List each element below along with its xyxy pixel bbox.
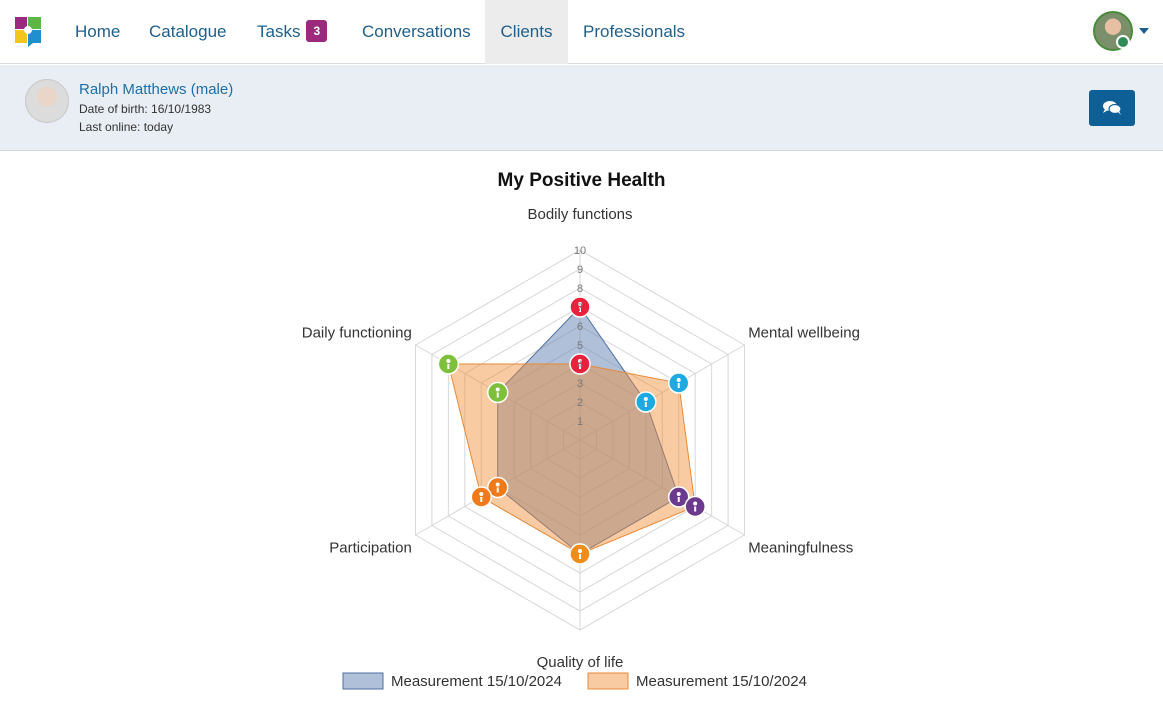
person-icon — [578, 359, 582, 363]
tick-label: 3 — [577, 378, 583, 390]
tick-label: 5 — [577, 340, 583, 352]
client-name[interactable]: Ralph Matthews (male) — [79, 81, 234, 98]
nav-clients-label: Clients — [500, 22, 553, 41]
person-icon — [495, 482, 500, 487]
nav-conversations[interactable]: Conversations — [347, 0, 486, 64]
comments-icon — [1103, 101, 1122, 115]
client-dob: Date of birth: 16/10/1983 — [79, 102, 212, 116]
person-icon — [643, 397, 648, 401]
chevron-down-icon[interactable] — [1139, 28, 1149, 34]
nav-conversations-label: Conversations — [362, 22, 471, 41]
axis-label: Participation — [329, 540, 412, 557]
person-icon — [676, 378, 681, 382]
legend-swatch[interactable] — [342, 672, 384, 690]
axis-label: Meaningfulness — [748, 540, 853, 557]
legend-label[interactable]: Measurement 15/10/2024 — [636, 673, 807, 690]
nav-home[interactable]: Home — [60, 0, 135, 64]
axis-label: Mental wellbeing — [748, 325, 860, 342]
person-icon — [495, 387, 500, 392]
nav-professionals-label: Professionals — [583, 22, 686, 41]
legend-swatch[interactable] — [587, 672, 629, 690]
person-icon — [578, 302, 582, 306]
axis-label: Bodily functions — [527, 206, 632, 223]
axis-label: Quality of life — [537, 654, 624, 671]
tick-label: 6 — [577, 321, 583, 333]
nav-professionals[interactable]: Professionals — [568, 0, 700, 64]
app-logo-icon[interactable] — [13, 16, 43, 48]
person-icon — [578, 549, 582, 553]
client-last-online: Last online: today — [79, 120, 174, 134]
top-navigation: Home Catalogue Tasks 3 Conversations Clie… — [0, 0, 1163, 64]
person-icon — [446, 359, 451, 363]
nav-catalogue[interactable]: Catalogue — [134, 0, 242, 64]
person-icon — [479, 492, 484, 496]
tick-label: 1 — [577, 416, 583, 428]
person-icon — [676, 492, 681, 496]
eye-icon — [1116, 35, 1130, 49]
nav-catalogue-label: Catalogue — [149, 22, 227, 41]
tick-label: 4 — [577, 359, 583, 371]
chart-title: My Positive Health — [497, 170, 666, 191]
tasks-count-badge: 3 — [306, 20, 328, 42]
person-icon — [693, 501, 698, 506]
axis-label: Daily functioning — [302, 325, 412, 342]
tick-label: 9 — [577, 264, 583, 276]
nav-clients[interactable]: Clients — [485, 0, 568, 64]
client-header: Ralph Matthews (male) Date of birth: 16/… — [0, 65, 1163, 151]
client-avatar — [25, 79, 69, 123]
radar-series-2 — [447, 363, 696, 555]
nav-home-label: Home — [75, 22, 121, 41]
tick-label: 7 — [577, 302, 583, 314]
nav-tasks[interactable]: Tasks 3 — [242, 0, 342, 64]
nav-tasks-label: Tasks — [257, 22, 301, 41]
tick-label: 8 — [577, 283, 583, 295]
tick-label: 10 — [574, 245, 586, 257]
tick-label: 2 — [577, 397, 583, 409]
chat-button[interactable] — [1089, 90, 1135, 126]
legend-label[interactable]: Measurement 15/10/2024 — [391, 673, 562, 690]
